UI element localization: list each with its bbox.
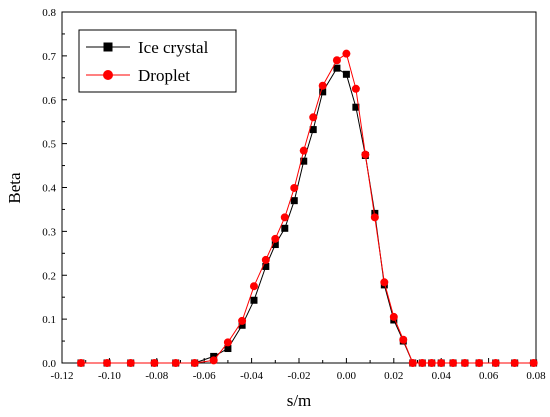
data-point-droplet [380,278,389,287]
data-point-droplet [529,359,538,367]
data-point-droplet [342,49,351,58]
legend-marker-ice-crystal [103,42,113,52]
data-point-ice-crystal [352,103,360,111]
y-tick-label: 0.0 [42,358,56,370]
x-tick-label: -0.04 [240,370,263,382]
legend-label-ice-crystal: Ice crystal [138,38,209,57]
data-point-ice-crystal [250,296,258,304]
data-point-droplet [103,359,112,367]
data-point-droplet [209,356,218,365]
x-tick-label: -0.02 [288,370,311,382]
data-point-droplet [309,113,318,122]
data-point-ice-crystal [290,197,298,205]
y-tick-label: 0.7 [42,51,56,63]
data-point-droplet [190,359,199,367]
data-point-droplet [332,56,341,65]
y-axis-ticks: 0.0 0.1 0.2 0.3 0.4 0.5 0.6 0.7 0.8 [42,7,67,370]
data-point-ice-crystal [271,241,279,249]
y-tick-label: 0.4 [42,183,56,195]
x-tick-label: -0.12 [51,370,74,382]
legend-label-droplet: Droplet [138,66,190,85]
y-tick-label: 0.1 [42,314,56,326]
data-point-droplet [475,359,484,367]
x-axis-title: s/m [287,391,312,410]
data-point-droplet [427,359,436,367]
data-point-droplet [76,359,85,367]
y-tick-label: 0.2 [42,270,56,282]
data-point-ice-crystal [333,64,341,72]
data-point-ice-crystal [319,88,327,96]
x-tick-label: -0.10 [98,370,121,382]
data-point-ice-crystal [238,321,246,329]
x-tick-label: 0.08 [526,370,546,382]
data-point-ice-crystal [309,126,317,134]
y-tick-label: 0.8 [42,7,56,19]
data-point-droplet [460,359,469,367]
data-point-droplet [449,359,458,367]
data-point-droplet [261,255,270,264]
data-point-droplet [361,150,370,159]
data-point-droplet [249,282,258,291]
data-point-droplet [437,359,446,367]
data-point-ice-crystal [224,345,232,353]
data-point-droplet [510,359,519,367]
x-tick-label: 0.04 [432,370,452,382]
y-tick-label: 0.3 [42,226,56,238]
data-point-droplet [126,359,135,367]
data-point-droplet [491,359,500,367]
x-tick-label: 0.06 [479,370,499,382]
legend-marker-droplet [103,70,113,80]
series-layer [76,49,538,367]
data-point-droplet [299,146,308,155]
data-point-droplet [318,81,327,90]
x-tick-label: -0.06 [193,370,216,382]
x-tick-label: 0.00 [337,370,357,382]
data-point-droplet [418,359,427,367]
data-point-droplet [280,213,289,222]
data-point-droplet [223,338,232,347]
legend-entry-ice-crystal: Ice crystal [86,38,209,57]
y-tick-label: 0.6 [42,95,56,107]
y-tick-label: 0.5 [42,139,56,151]
data-point-ice-crystal [262,262,270,270]
legend: Ice crystal Droplet [78,29,237,93]
data-point-droplet [238,316,247,325]
legend-box [78,29,237,93]
y-axis-title: Beta [5,172,24,204]
data-point-droplet [399,335,408,344]
x-tick-label: 0.02 [384,370,403,382]
data-point-droplet [351,84,360,93]
x-axis-ticks: -0.12 -0.10 -0.08 -0.06 -0.04 -0.02 0.00 0.02 0.… [51,358,546,382]
data-point-droplet [150,359,159,367]
data-point-droplet [389,312,398,321]
data-point-ice-crystal [281,224,289,232]
data-point-ice-crystal [342,70,350,78]
legend-entry-droplet: Droplet [86,66,190,85]
x-tick-label: -0.08 [145,370,168,382]
data-point-droplet [290,183,299,192]
data-point-droplet [271,234,280,243]
data-point-ice-crystal [300,157,308,165]
data-point-droplet [171,359,180,367]
data-point-droplet [408,359,417,367]
series-droplet [76,49,538,367]
data-point-droplet [370,213,379,222]
